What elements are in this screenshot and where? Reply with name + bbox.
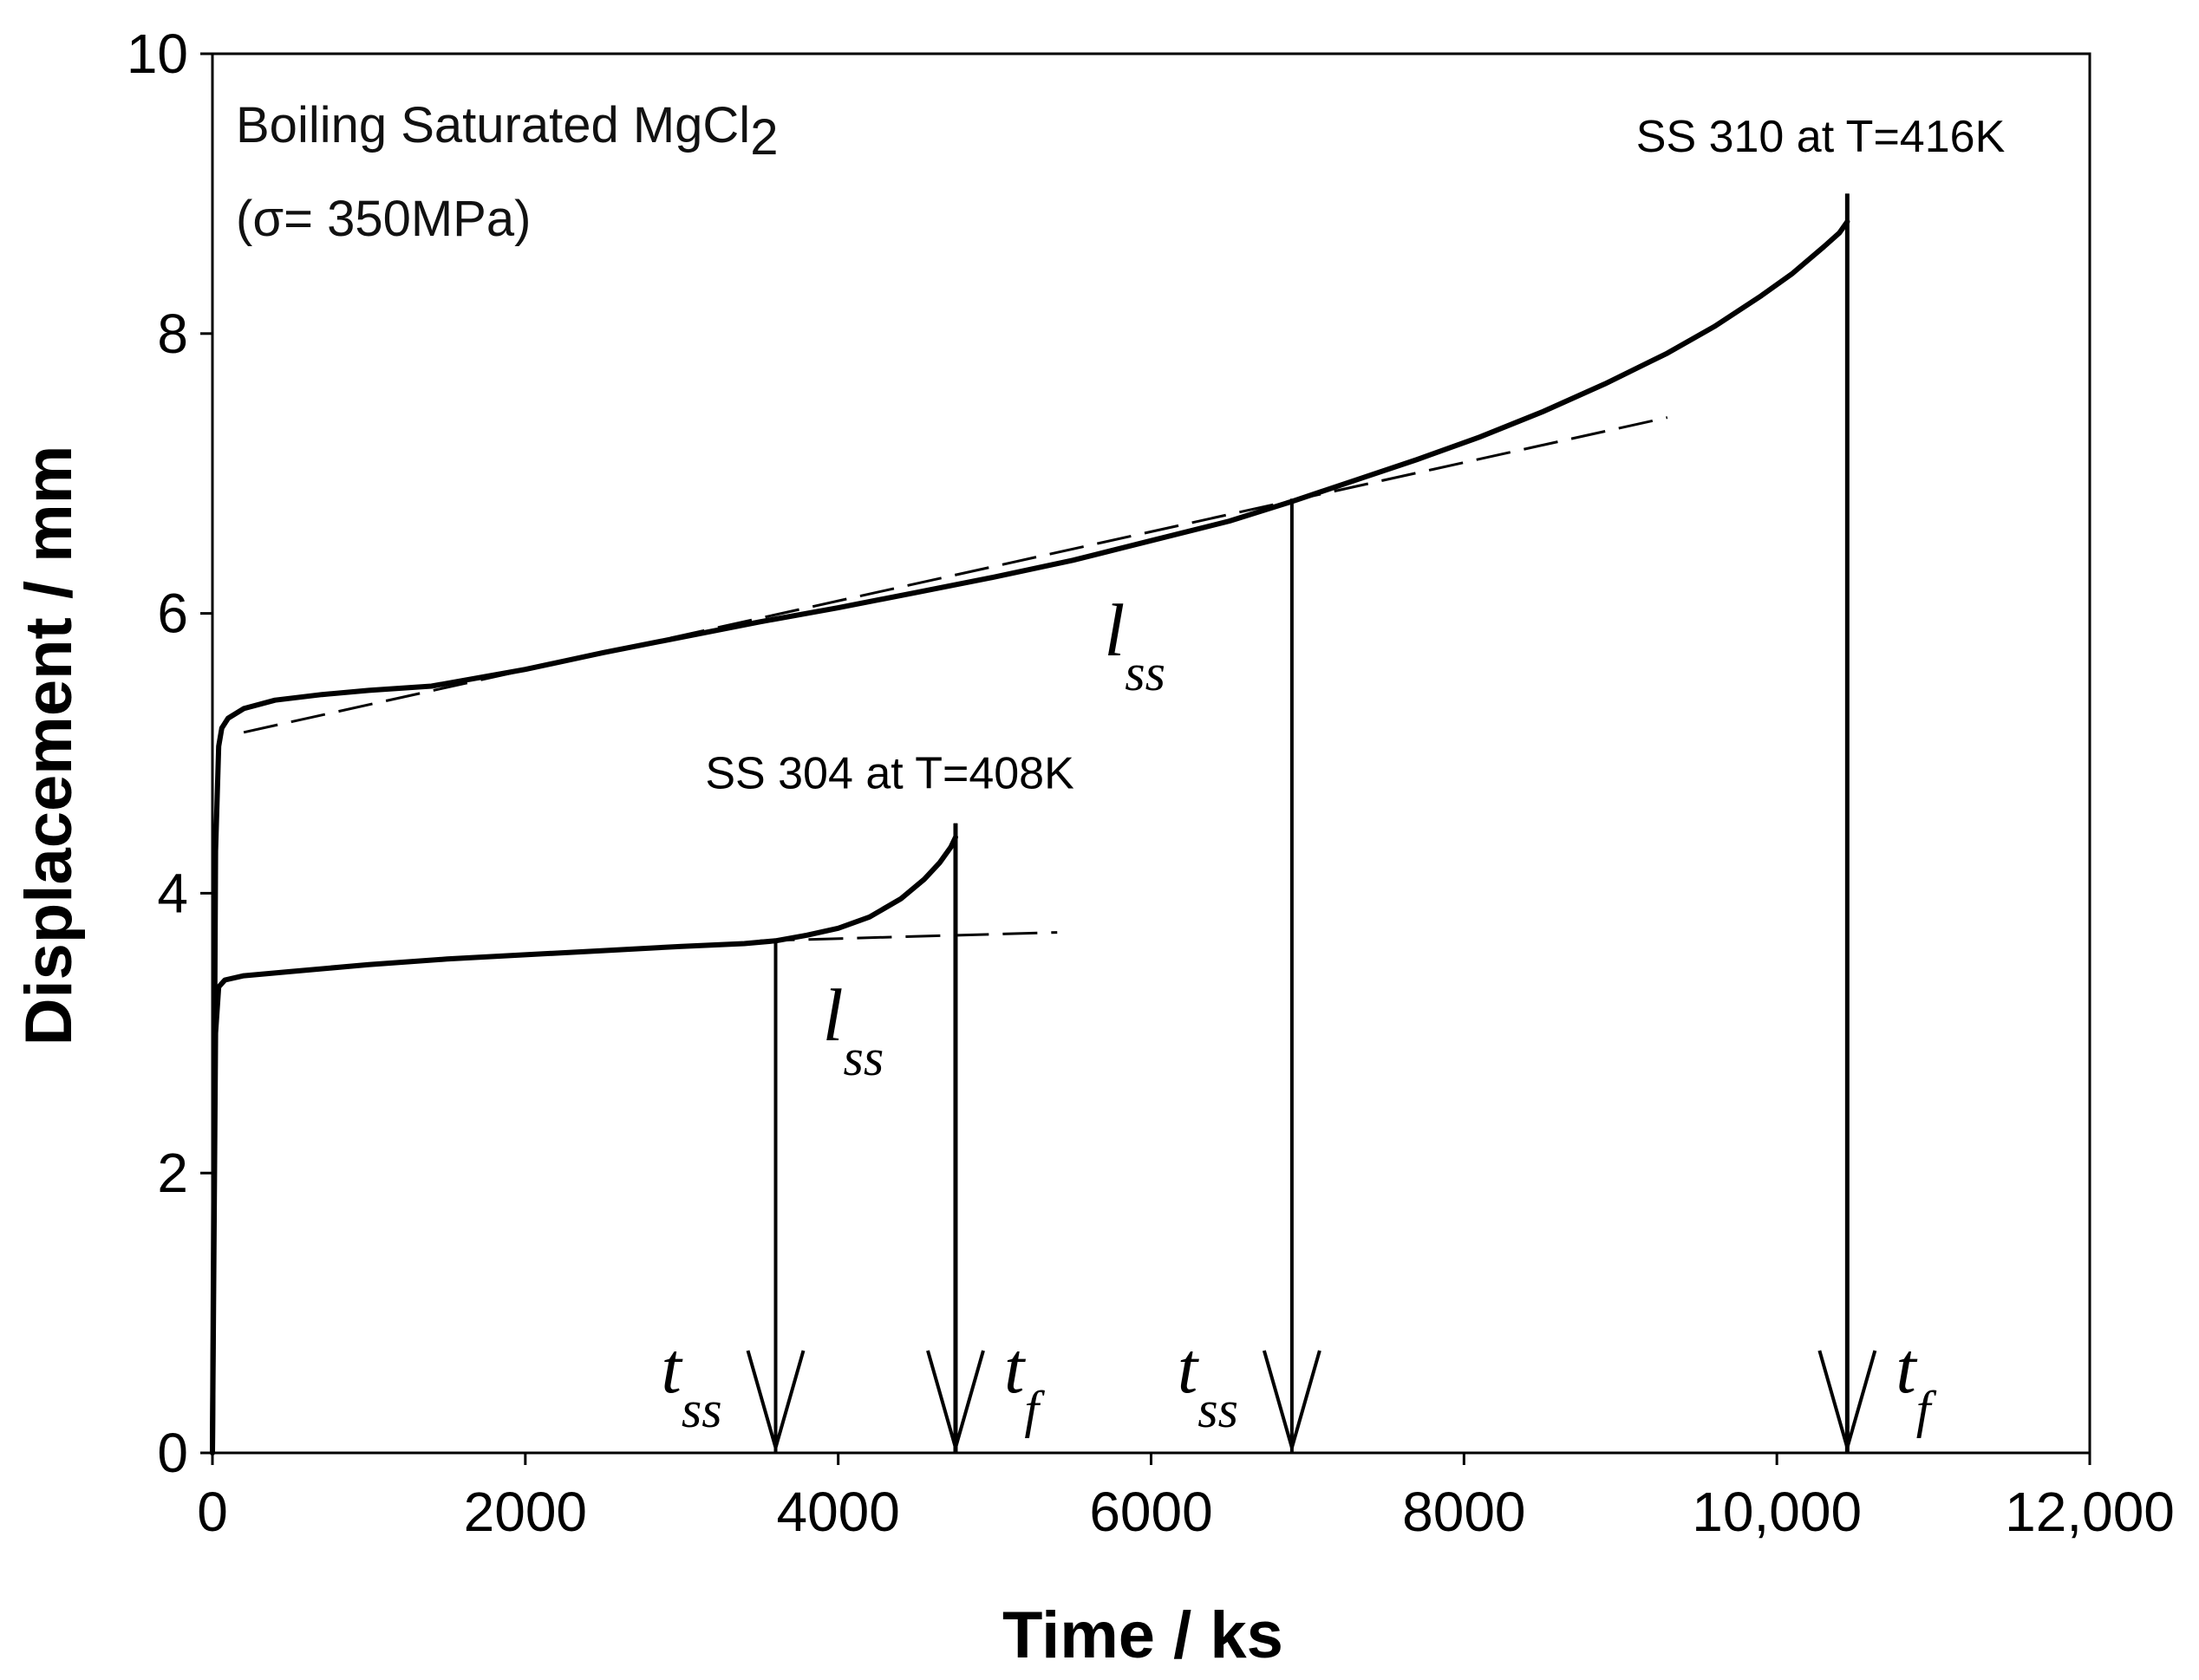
marker-label-tf: tf: [1004, 1328, 1045, 1438]
data-curves: [210, 218, 1850, 1455]
solution-label: Boiling Saturated MgCl: [236, 97, 750, 153]
series-label-ss-310-at-t-416k: SS 310 at T=416K: [1636, 112, 2006, 162]
marker-label-tf: tf: [1896, 1328, 1936, 1438]
marker-subscript: ss: [682, 1381, 722, 1438]
series-line-ss-304-at-t-408k: [210, 834, 958, 1455]
y-tick-label: 2: [157, 1142, 188, 1204]
series-label-ss-304-at-t-408k: SS 304 at T=408K: [705, 748, 1074, 798]
subscript: ss: [844, 1029, 884, 1086]
y-tick-label: 8: [157, 303, 188, 365]
x-axis-ticks: 0 2000 4000 6000 8000 10,000 12,000: [197, 1453, 2175, 1543]
arrowhead-tf: [926, 1350, 985, 1455]
symbol: l: [823, 973, 844, 1057]
x-axis-label: Time / ks: [1002, 1599, 1283, 1672]
y-axis-ticks: 0 2 4 6 8 10: [127, 23, 212, 1484]
x-tick-label: 8000: [1402, 1481, 1525, 1543]
y-tick-label: 6: [157, 583, 188, 645]
x-tick-label: 12,000: [2005, 1481, 2175, 1543]
marker-symbol: t: [1004, 1328, 1027, 1409]
y-tick-label: 10: [127, 23, 188, 85]
x-tick-label: 2000: [464, 1481, 587, 1543]
plot-area-border: [211, 52, 2091, 1455]
test-condition-line-2: (σ= 350MPa): [236, 191, 531, 247]
arrowhead-tf: [1817, 1350, 1877, 1455]
marker-subscript: ss: [1197, 1381, 1238, 1438]
marker-label-tss: tss: [1178, 1328, 1238, 1438]
subscript: ss: [1125, 644, 1165, 701]
fit-line-ss-310-at-t-416k: [243, 416, 1668, 734]
arrowhead-tss: [1262, 1350, 1321, 1455]
test-condition-line-1: Boiling Saturated MgCl2: [236, 97, 778, 166]
arrowhead-tss: [746, 1350, 806, 1455]
x-tick-label: 10,000: [1692, 1481, 1862, 1543]
x-tick-label: 6000: [1089, 1481, 1212, 1543]
solution-subscript: 2: [750, 109, 778, 166]
steady-state-length-label: lss: [1104, 589, 1165, 701]
marker-symbol: t: [1896, 1328, 1918, 1409]
x-tick-label: 4000: [776, 1481, 899, 1543]
marker-symbol: t: [1178, 1328, 1200, 1409]
steady-state-length-label: lss: [823, 973, 884, 1086]
series-line-ss-310-at-t-416k: [210, 218, 1850, 1455]
marker-symbol: t: [662, 1328, 684, 1409]
plot-frame: [211, 52, 2091, 1455]
marker-label-tss: tss: [662, 1328, 722, 1438]
fit-line-ss-304-at-t-408k: [760, 931, 1058, 942]
symbol: l: [1104, 589, 1125, 672]
marker-subscript: f: [1916, 1381, 1937, 1438]
y-tick-label: 0: [157, 1422, 188, 1484]
x-tick-label: 0: [197, 1481, 228, 1543]
y-axis-label: Displacement / mm: [12, 446, 86, 1046]
marker-subscript: f: [1024, 1381, 1045, 1438]
y-tick-label: 4: [157, 862, 188, 924]
